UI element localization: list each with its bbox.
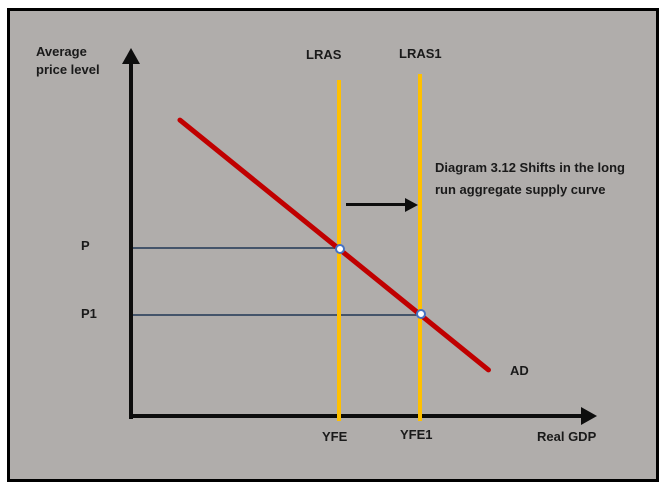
lras1-curve: [418, 74, 422, 421]
lras-label: LRAS: [306, 47, 342, 62]
ad-curve: [176, 116, 492, 374]
equilibrium-point-p1-yfe1: [416, 309, 426, 319]
equilibrium-point-p-yfe: [335, 244, 345, 254]
price-level-p1-label: P1: [81, 306, 97, 321]
x-axis-arrowhead-icon: [581, 407, 597, 425]
diagram-frame: Average price level LRAS LRAS1 Diagram 3…: [7, 8, 659, 482]
y-axis-arrowhead-icon: [122, 48, 140, 64]
yfe-tick-label: YFE: [322, 429, 348, 444]
ad-label: AD: [510, 363, 529, 378]
diagram-caption: Diagram 3.12 Shifts in the long run aggr…: [435, 160, 625, 197]
price-guide-line-p: [133, 247, 340, 249]
y-axis-label: Average price level: [36, 44, 100, 77]
shift-right-arrowhead-icon: [405, 198, 418, 212]
x-axis-label: Real GDP: [537, 429, 597, 444]
shift-right-arrow: [346, 203, 406, 206]
y-axis: [129, 61, 133, 419]
price-level-p-label: P: [81, 238, 90, 253]
lras1-label: LRAS1: [399, 46, 442, 61]
yfe1-tick-label: YFE1: [400, 427, 433, 442]
x-axis: [129, 414, 582, 418]
price-guide-line-p1: [133, 314, 421, 316]
